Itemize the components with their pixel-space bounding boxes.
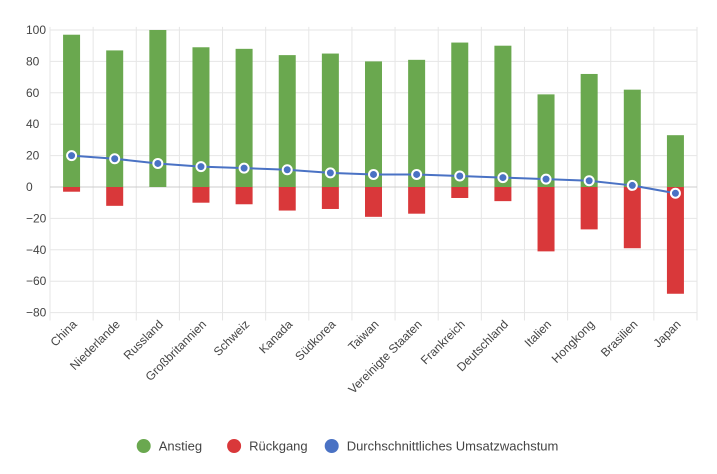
bar-anstieg	[278, 55, 296, 188]
bar-rückgang	[192, 187, 210, 203]
bar-anstieg	[63, 34, 81, 188]
y-tick-label: 80	[26, 54, 40, 68]
legend-label: Rückgang	[249, 439, 308, 454]
legend-marker	[136, 439, 151, 453]
y-tick-label: 100	[26, 23, 46, 37]
x-tick-label: Russland	[121, 317, 166, 362]
bar-anstieg	[623, 89, 641, 187]
x-tick-label: Italien	[522, 317, 555, 350]
y-tick-label: 60	[26, 86, 40, 100]
bar-rückgang	[365, 187, 382, 217]
x-tick-label: Japan	[651, 317, 684, 350]
bar-rückgang	[408, 187, 426, 214]
bar-anstieg	[106, 50, 124, 187]
bar-rückgang	[537, 187, 555, 252]
line-point	[626, 179, 638, 191]
y-tick-label: −80	[26, 306, 47, 320]
bar-anstieg	[494, 45, 512, 188]
bar-rückgang	[451, 187, 469, 198]
x-tick-label: Hongkong	[549, 317, 598, 366]
x-tick-label: Vereinigte Staaten	[346, 317, 425, 396]
x-tick-label: Brasilien	[598, 317, 640, 359]
legend-marker	[324, 439, 339, 453]
bar-rückgang	[235, 187, 253, 205]
bar-rückgang	[63, 187, 81, 192]
line-point	[669, 187, 681, 199]
y-tick-label: 0	[26, 180, 33, 194]
legend-marker	[227, 439, 242, 453]
bar-rückgang	[321, 187, 339, 209]
line-point	[583, 175, 595, 187]
legend-label: Anstieg	[159, 439, 202, 454]
bar-anstieg	[321, 53, 339, 187]
bar-anstieg	[235, 48, 253, 188]
line-point	[540, 173, 552, 185]
x-tick-label: Taiwan	[345, 317, 381, 353]
legend-label: Durchschnittliches Umsatzwachstum	[347, 439, 559, 454]
bar-rückgang	[494, 187, 512, 202]
line-point	[368, 168, 379, 180]
y-tick-label: −40	[26, 243, 47, 257]
y-tick-label: −20	[26, 211, 47, 225]
y-tick-label: 40	[26, 117, 40, 131]
bar-anstieg	[451, 42, 469, 188]
bar-anstieg	[408, 59, 426, 187]
bar-anstieg	[192, 47, 210, 187]
bar-anstieg	[149, 30, 167, 187]
bar-rückgang	[278, 187, 296, 211]
y-tick-label: 20	[26, 149, 40, 163]
x-tick-label: Südkorea	[292, 317, 338, 363]
bar-anstieg	[365, 61, 382, 187]
line-point	[324, 167, 336, 179]
bar-anstieg	[580, 73, 598, 187]
line-point	[411, 168, 423, 180]
line-point	[109, 153, 121, 165]
x-tick-label: Schweiz	[211, 317, 252, 358]
line-point	[497, 172, 509, 184]
line-point	[195, 161, 207, 173]
bar-rückgang	[580, 187, 598, 230]
x-tick-label: China	[48, 317, 80, 349]
bar-rückgang	[666, 187, 684, 294]
bar-rückgang	[106, 187, 124, 206]
line-point	[66, 150, 78, 162]
bar-rückgang	[623, 187, 641, 249]
x-tick-label: Kanada	[256, 317, 295, 356]
line-point	[454, 170, 466, 182]
line-point	[238, 162, 250, 174]
line-point	[152, 157, 164, 169]
bar-anstieg	[666, 135, 684, 187]
bar-anstieg	[537, 94, 555, 187]
y-tick-label: −60	[26, 274, 47, 288]
line-point	[281, 164, 293, 176]
